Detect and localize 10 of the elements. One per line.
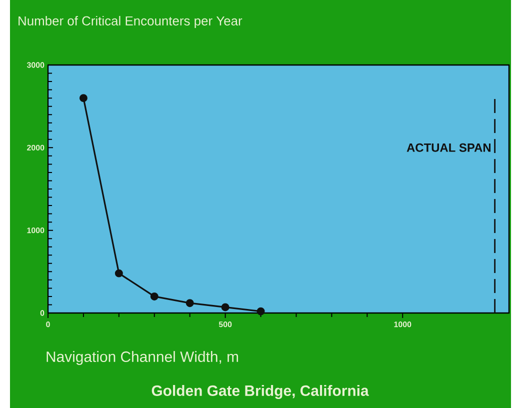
point [79,94,88,102]
text: Golden Gate Bridge, California [152,385,369,400]
x-axis-title: Navigation Channel Width, m [46,351,238,365]
point [186,299,194,308]
ref-line-label: ACTUAL SPAN [406,143,490,152]
point [221,303,230,312]
point [256,307,265,316]
point [150,292,158,300]
chart-title: Number of Critical Encounters per Year [18,16,242,28]
point [114,269,123,278]
